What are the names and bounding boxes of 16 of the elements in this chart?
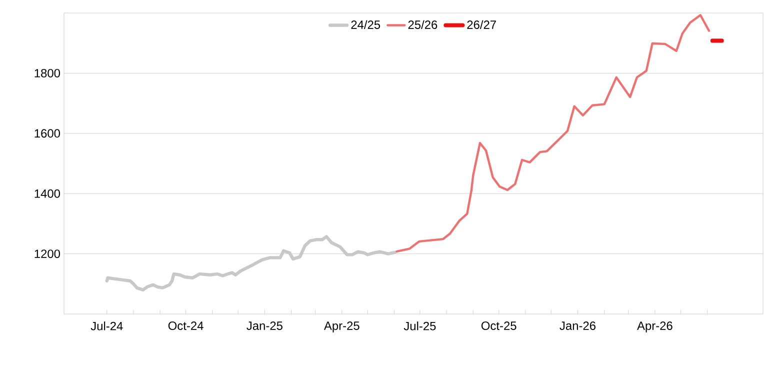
x-tick-label: Jan-26 <box>560 322 596 330</box>
x-tick-label: Oct-25 <box>481 322 516 330</box>
line-series <box>396 14 710 252</box>
x-tick-label: Jul-25 <box>404 322 436 330</box>
legend-label: 26/27 <box>467 20 496 29</box>
x-tick-label: Oct-24 <box>168 322 204 330</box>
legend-label: 24/25 <box>351 20 380 29</box>
y-tick-label: 1800 <box>34 68 60 78</box>
x-tick-label: Jan-25 <box>246 322 282 330</box>
x-tick-label: Apr-25 <box>324 322 360 332</box>
y-tick-label: 1200 <box>34 250 60 258</box>
y-tick-label: 1600 <box>34 129 60 138</box>
legend-label: 25/26 <box>408 20 438 29</box>
x-tick-label: Apr-26 <box>637 322 672 332</box>
x-tick-label: Jul-24 <box>90 322 123 330</box>
y-tick-label: 1400 <box>34 189 60 198</box>
